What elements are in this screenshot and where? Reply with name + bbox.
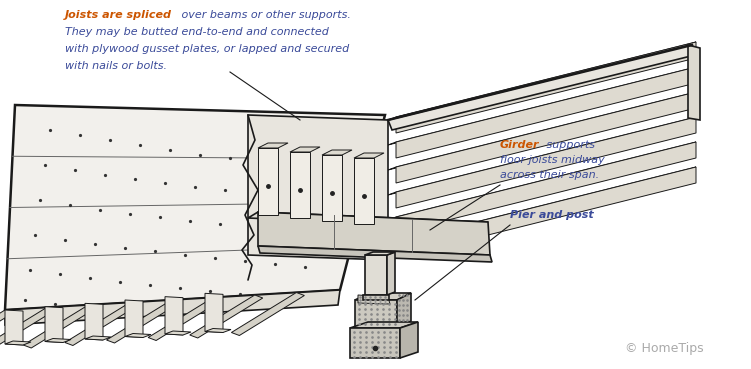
Polygon shape xyxy=(258,212,490,255)
Polygon shape xyxy=(258,246,492,262)
Polygon shape xyxy=(0,307,55,351)
Polygon shape xyxy=(231,293,304,335)
Polygon shape xyxy=(5,290,340,325)
Polygon shape xyxy=(205,328,231,332)
Polygon shape xyxy=(5,310,23,345)
Polygon shape xyxy=(322,155,342,221)
Text: supports: supports xyxy=(543,140,595,150)
Polygon shape xyxy=(365,252,395,255)
Polygon shape xyxy=(354,158,374,224)
Polygon shape xyxy=(400,322,418,358)
Polygon shape xyxy=(388,92,696,170)
Text: Girder: Girder xyxy=(500,140,539,150)
Polygon shape xyxy=(388,167,696,245)
Polygon shape xyxy=(388,42,696,120)
Polygon shape xyxy=(65,303,138,345)
Polygon shape xyxy=(396,92,696,183)
Polygon shape xyxy=(258,143,288,148)
Text: © HomeTips: © HomeTips xyxy=(625,342,704,355)
Polygon shape xyxy=(397,293,411,328)
Polygon shape xyxy=(388,45,695,130)
Polygon shape xyxy=(396,167,696,258)
Polygon shape xyxy=(148,297,221,341)
Polygon shape xyxy=(396,142,696,233)
Text: over beams or other supports.: over beams or other supports. xyxy=(178,10,351,20)
Text: with plywood gusset plates, or lapped and secured: with plywood gusset plates, or lapped an… xyxy=(65,44,349,54)
Polygon shape xyxy=(388,67,696,145)
Polygon shape xyxy=(258,148,278,215)
Polygon shape xyxy=(85,336,111,340)
Polygon shape xyxy=(290,147,320,152)
Polygon shape xyxy=(322,150,352,155)
Polygon shape xyxy=(23,305,96,348)
Polygon shape xyxy=(363,295,389,300)
Polygon shape xyxy=(350,328,400,358)
Polygon shape xyxy=(165,331,191,335)
Polygon shape xyxy=(248,212,488,228)
Polygon shape xyxy=(387,252,395,295)
Text: Joists are spliced: Joists are spliced xyxy=(65,10,172,20)
Polygon shape xyxy=(107,300,179,343)
Polygon shape xyxy=(388,117,696,195)
Polygon shape xyxy=(85,303,103,340)
Polygon shape xyxy=(396,67,696,158)
Polygon shape xyxy=(388,142,696,220)
Polygon shape xyxy=(396,117,696,208)
Polygon shape xyxy=(396,42,696,133)
Polygon shape xyxy=(0,310,13,353)
Polygon shape xyxy=(355,300,397,328)
Polygon shape xyxy=(125,300,143,338)
Polygon shape xyxy=(5,341,31,345)
Text: with nails or bolts.: with nails or bolts. xyxy=(65,61,167,71)
Polygon shape xyxy=(350,322,418,328)
Polygon shape xyxy=(290,152,310,218)
Polygon shape xyxy=(248,115,388,260)
Polygon shape xyxy=(125,334,151,338)
Polygon shape xyxy=(358,295,390,304)
Polygon shape xyxy=(365,255,387,295)
Polygon shape xyxy=(5,105,385,310)
Polygon shape xyxy=(45,307,63,342)
Polygon shape xyxy=(205,293,223,332)
Polygon shape xyxy=(45,338,71,342)
Text: floor joists midway: floor joists midway xyxy=(500,155,605,165)
Polygon shape xyxy=(688,45,700,120)
Polygon shape xyxy=(190,295,263,338)
Polygon shape xyxy=(165,297,183,335)
Text: across their span.: across their span. xyxy=(500,170,599,180)
Text: Pier and post: Pier and post xyxy=(510,210,594,220)
Polygon shape xyxy=(354,153,384,158)
Text: They may be butted end-to-end and connected: They may be butted end-to-end and connec… xyxy=(65,27,329,37)
Polygon shape xyxy=(355,293,411,300)
